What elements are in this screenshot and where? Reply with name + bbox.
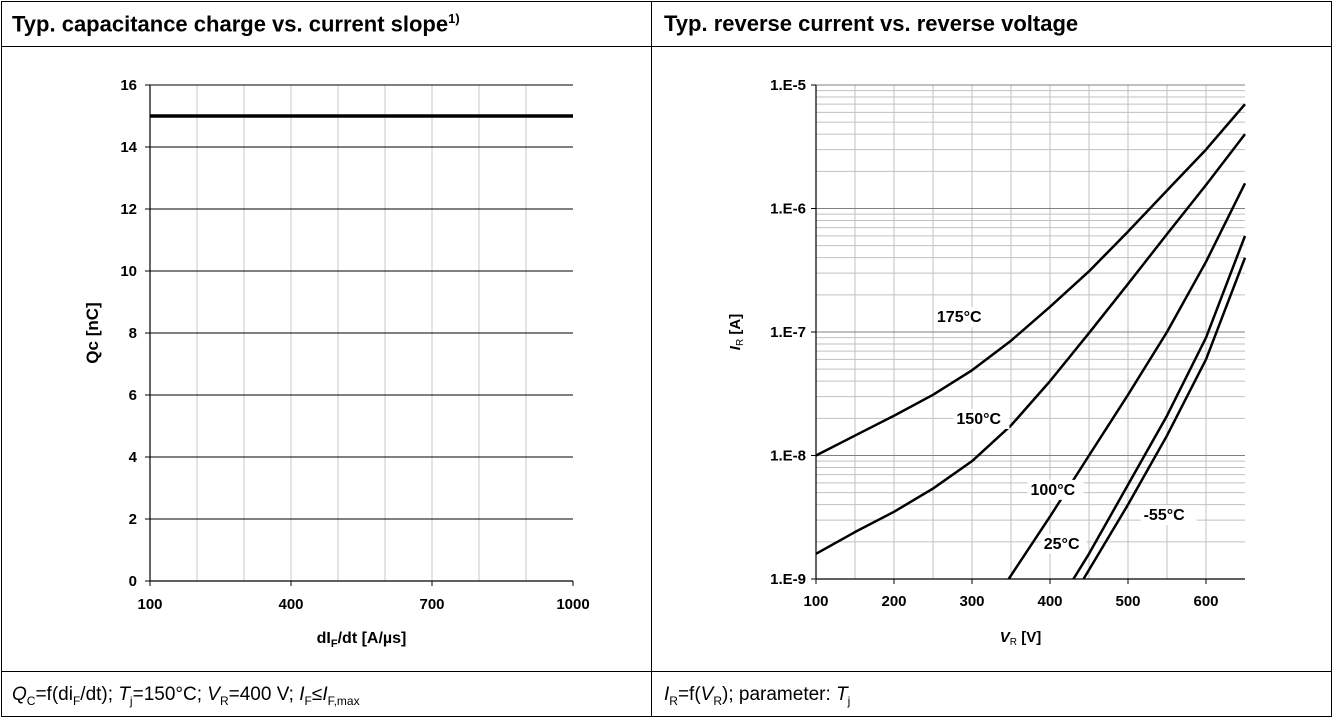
- y-tick-label: 1.E-7: [770, 324, 806, 341]
- y-tick-label: 16: [120, 77, 137, 94]
- series-label: 25°C: [1044, 536, 1080, 553]
- x-tick-label: 100: [137, 596, 162, 613]
- series-line: [815, 103, 1246, 457]
- x-tick-label: 700: [419, 596, 444, 613]
- title-divider: [1, 46, 1332, 47]
- series-label-background: [1027, 479, 1084, 500]
- y-tick-label: 2: [129, 511, 137, 528]
- series-label: 175°C: [937, 309, 982, 326]
- x-tick-label: 200: [881, 593, 906, 610]
- series-label-background: [1040, 533, 1087, 554]
- caption-divider: [1, 671, 1332, 672]
- y-axis-title: IR [A]: [727, 314, 746, 350]
- series-line: [1007, 182, 1247, 580]
- x-tick-label: 500: [1115, 593, 1140, 610]
- series-label-background: [953, 408, 1010, 429]
- x-axis-title: VR [V]: [1000, 629, 1041, 648]
- y-tick-label: 1.E-8: [770, 448, 806, 465]
- y-tick-label: 1.E-6: [770, 201, 806, 218]
- y-tick-label: 8: [129, 325, 137, 342]
- series-line: [1072, 235, 1247, 580]
- column-divider: [651, 1, 652, 717]
- series-label-background: [933, 307, 990, 328]
- y-axis-title: Qc [nC]: [83, 302, 102, 363]
- capacitance-charge-chart: 0 2 4 6 8 10 12 14 16 100 400 700 1000 dIF/dt [A/µs] Q…: [83, 77, 590, 650]
- x-tick-label: 300: [959, 593, 984, 610]
- x-tick-label: 100: [803, 593, 828, 610]
- y-tick-label: 14: [120, 139, 137, 156]
- x-axis-title: dIF/dt [A/µs]: [317, 630, 407, 650]
- y-tick-label: 6: [129, 387, 137, 404]
- y-tick-label: 1.E-5: [770, 77, 806, 94]
- reverse-current-chart: 1.E-9 1.E-8 1.E-7 1.E-6 1.E-5 100 200 300 400 500…: [727, 77, 1247, 648]
- series-label: 100°C: [1031, 482, 1076, 499]
- series-label: 150°C: [956, 411, 1001, 428]
- right-panel-caption: IR=f(VR); parameter: Tj: [664, 684, 851, 708]
- y-tick-label: 12: [120, 201, 137, 218]
- series-line: [1082, 257, 1247, 580]
- y-tick-label: 0: [129, 573, 137, 590]
- footnote-marker: 1): [448, 11, 460, 26]
- right-panel-title: Typ. reverse current vs. reverse voltage: [664, 11, 1079, 36]
- x-tick-label: 400: [278, 596, 303, 613]
- left-panel-title: Typ. capacitance charge vs. current slop…: [12, 11, 460, 37]
- series-label: -55°C: [1144, 507, 1186, 524]
- y-tick-label: 10: [120, 263, 137, 280]
- series-label-background: [1140, 505, 1197, 526]
- x-tick-label: 600: [1193, 593, 1218, 610]
- left-panel-caption: QC=f(diF/dt); Tj=150°C; VR=400 V; IF≤IF,…: [12, 684, 360, 708]
- series-line: [815, 133, 1246, 555]
- x-tick-label: 1000: [556, 596, 589, 613]
- y-tick-label: 1.E-9: [770, 571, 806, 588]
- y-tick-label: 4: [129, 449, 138, 466]
- x-tick-label: 400: [1037, 593, 1062, 610]
